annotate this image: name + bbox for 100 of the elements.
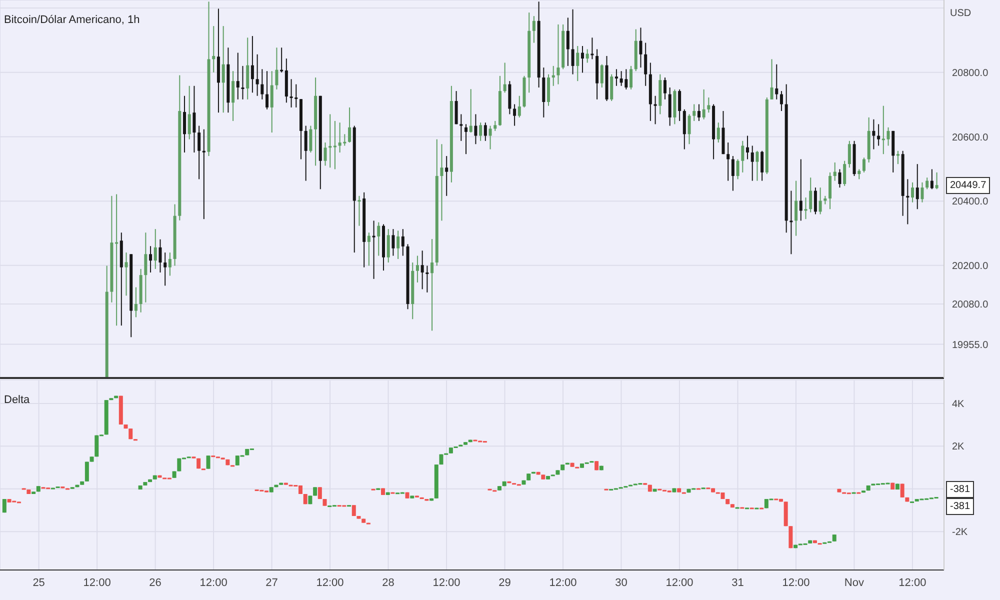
candlestick: [911, 182, 914, 203]
candlestick: [833, 162, 836, 182]
candlestick: [392, 228, 395, 256]
x-tick-label: 12:00: [782, 576, 810, 589]
candlestick: [513, 104, 516, 126]
candlestick: [188, 85, 191, 140]
candlestick: [780, 90, 783, 112]
candlestick: [479, 122, 482, 142]
text: -381: [946, 480, 974, 498]
candlestick: [726, 142, 730, 182]
x-tick-label: 12:00: [200, 576, 228, 589]
candlestick: [367, 232, 370, 266]
candlestick: [556, 24, 560, 85]
candlestick: [906, 178, 910, 225]
candlestick: [275, 47, 278, 90]
text: 20449.7: [946, 177, 990, 194]
candlestick: [788, 526, 793, 549]
candlestick: [731, 156, 734, 192]
candlestick: [2, 498, 6, 514]
candlestick: [168, 252, 172, 276]
candlestick: [862, 157, 866, 173]
candlestick: [198, 125, 201, 180]
candlestick: [430, 238, 434, 332]
candlestick: [692, 104, 696, 122]
candlestick: [930, 168, 934, 190]
candlestick: [586, 48, 589, 64]
x-tick-label: 12:00: [83, 576, 111, 589]
candlestick: [149, 246, 152, 273]
candlestick: [304, 125, 308, 182]
candlestick: [348, 106, 352, 144]
candlestick: [746, 135, 750, 160]
candlestick: [232, 70, 235, 122]
text: -381: [946, 498, 974, 514]
candlestick: [682, 108, 686, 150]
candlestick: [736, 158, 740, 180]
candlestick: [250, 36, 254, 94]
candlestick: [566, 17, 570, 66]
candlestick: [124, 252, 128, 296]
candlestick: [571, 8, 574, 75]
candlestick: [838, 168, 842, 188]
x-tick-label: 31: [732, 576, 744, 589]
candlestick: [610, 74, 614, 102]
candlestick: [212, 26, 216, 73]
candlestick: [115, 194, 118, 326]
candlestick: [630, 65, 633, 90]
candlestick: [882, 105, 885, 155]
candlestick: [664, 77, 666, 100]
candlestick: [260, 68, 264, 100]
candlestick: [420, 250, 424, 290]
candlestick: [488, 125, 492, 150]
x-tick-label: 12:00: [432, 576, 460, 589]
candlestick: [164, 252, 167, 286]
candlestick: [134, 286, 138, 318]
candlestick: [202, 128, 206, 220]
candlestick: [750, 145, 754, 182]
candlestick: [222, 26, 225, 114]
candlestick: [401, 228, 404, 256]
candlestick: [324, 142, 327, 166]
candlestick: [328, 114, 332, 168]
candlestick: [600, 64, 604, 88]
candlestick: [266, 70, 269, 110]
candlestick: [280, 47, 284, 73]
candlestick: [926, 177, 929, 190]
candlestick: [639, 27, 642, 68]
candlestick: [246, 37, 250, 100]
candlestick: [668, 87, 672, 126]
candlestick: [580, 46, 584, 74]
candlestick: [494, 120, 497, 132]
candlestick: [241, 65, 244, 100]
candlestick: [716, 122, 720, 144]
candlestick: [794, 180, 798, 236]
candlestick: [760, 150, 764, 182]
candlestick: [464, 124, 468, 155]
candlestick: [503, 62, 506, 94]
candlestick: [396, 230, 400, 260]
candlestick: [377, 222, 380, 256]
text: Bitcoin/Dólar Americano, 1h: [4, 14, 140, 26]
candlestick: [702, 88, 706, 120]
candlestick: [678, 88, 682, 122]
candlestick: [697, 104, 700, 122]
candlestick: [309, 125, 312, 153]
candlestick: [872, 118, 876, 150]
y-tick-label: -2K: [952, 527, 968, 538]
candlestick: [877, 124, 880, 146]
candlestick: [154, 228, 157, 270]
x-tick-label: Nov: [844, 576, 864, 589]
candlestick: [920, 182, 924, 203]
candlestick: [460, 114, 463, 142]
candlestick: [799, 158, 802, 222]
candlestick: [886, 126, 890, 146]
candlestick: [206, 455, 210, 470]
candlestick: [386, 228, 390, 264]
candlestick: [445, 156, 448, 196]
candlestick: [144, 232, 148, 303]
x-tick-label: 29: [498, 576, 511, 589]
x-tick-label: 27: [266, 576, 278, 589]
candlestick: [358, 195, 361, 226]
candlestick: [858, 168, 861, 180]
candlestick: [756, 150, 759, 182]
candlestick: [790, 190, 793, 255]
